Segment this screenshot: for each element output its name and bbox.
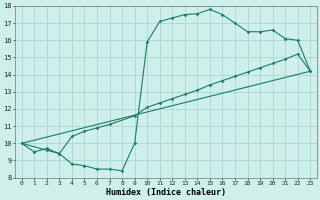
X-axis label: Humidex (Indice chaleur): Humidex (Indice chaleur) — [106, 188, 226, 197]
